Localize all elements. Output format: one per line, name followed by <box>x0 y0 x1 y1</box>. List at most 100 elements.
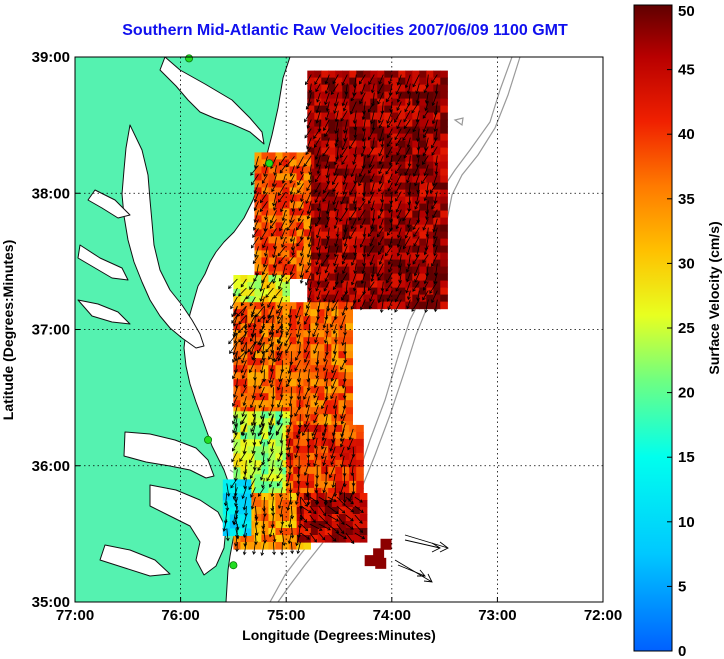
velocity-cell <box>268 302 276 310</box>
velocity-cell <box>328 438 336 447</box>
velocity-cell <box>433 77 441 86</box>
velocity-cell <box>275 264 284 272</box>
velocity-vector <box>241 424 247 437</box>
velocity-cell <box>247 351 255 359</box>
velocity-vector <box>263 219 268 232</box>
velocity-cell <box>384 112 392 121</box>
velocity-vector <box>238 287 247 297</box>
velocity-vector <box>334 110 339 123</box>
station-marker <box>204 435 213 444</box>
velocity-cell <box>233 296 241 304</box>
velocity-cell <box>236 493 245 501</box>
velocity-cell <box>247 309 255 317</box>
velocity-vector <box>286 378 292 388</box>
velocity-vector <box>423 191 429 202</box>
velocity-cell <box>405 182 413 191</box>
velocity-cell <box>370 84 378 93</box>
velocity-vector <box>232 342 238 356</box>
velocity-cell <box>363 126 371 135</box>
velocity-vector <box>254 246 259 258</box>
velocity-cell <box>342 161 350 170</box>
velocity-cell <box>328 70 336 79</box>
velocity-cell <box>398 273 406 282</box>
velocity-cell <box>324 344 332 352</box>
velocity-vector <box>259 278 265 292</box>
velocity-vector <box>299 246 304 257</box>
velocity-cell <box>321 119 329 128</box>
velocity-cell <box>240 289 248 297</box>
velocity-cell <box>338 400 346 408</box>
velocity-cell <box>398 196 406 205</box>
velocity-cell <box>254 330 262 338</box>
velocity-vector <box>336 505 346 514</box>
velocity-vector <box>343 236 348 247</box>
velocity-cell <box>412 287 420 296</box>
velocity-cell <box>356 175 364 184</box>
velocity-cell <box>398 77 406 86</box>
velocity-vector <box>333 218 339 230</box>
velocity-cell <box>314 287 322 296</box>
velocity-cell <box>398 224 406 233</box>
velocity-vector <box>313 128 321 140</box>
velocity-vector <box>370 83 375 94</box>
velocity-cell <box>405 175 413 184</box>
velocity-vector <box>333 200 339 212</box>
velocity-vector <box>378 218 384 230</box>
velocity-vector <box>254 514 259 526</box>
velocity-cell <box>321 252 329 261</box>
velocity-cell <box>236 507 245 515</box>
velocity-cell <box>384 126 392 135</box>
velocity-cell <box>254 289 262 297</box>
velocity-cell <box>426 203 434 212</box>
velocity-vector <box>277 246 286 257</box>
velocity-cell <box>303 358 311 366</box>
velocity-cell <box>356 196 364 205</box>
velocity-vector <box>250 324 256 338</box>
velocity-cell <box>275 344 283 352</box>
velocity-cell <box>310 407 318 415</box>
velocity-vector <box>358 209 366 221</box>
velocity-cell <box>275 500 283 508</box>
velocity-cell <box>345 386 353 394</box>
velocity-cell <box>314 210 322 219</box>
velocity-cell <box>289 514 297 522</box>
velocity-cell <box>412 98 420 107</box>
velocity-cell <box>433 294 441 303</box>
velocity-cell <box>335 259 343 268</box>
velocity-cell <box>356 280 364 289</box>
velocity-vector <box>335 227 340 238</box>
velocity-cell <box>398 245 406 254</box>
velocity-cell <box>303 152 312 160</box>
velocity-vector <box>406 245 411 256</box>
x-axis-label: Longitude (Degrees:Minutes) <box>242 627 436 643</box>
velocity-vector <box>341 245 348 259</box>
velocity-cell <box>268 289 276 297</box>
velocity-vector <box>380 137 385 148</box>
velocity-vector <box>321 437 327 450</box>
velocity-cell <box>377 203 385 212</box>
velocity-vector <box>238 332 247 343</box>
velocity-cell <box>317 528 326 536</box>
velocity-cell <box>370 105 378 114</box>
velocity-vector <box>331 360 337 374</box>
velocity-vector <box>322 455 327 466</box>
velocity-cell <box>433 259 441 268</box>
velocity-vector <box>279 219 286 232</box>
velocity-cell <box>321 238 329 247</box>
velocity-vector <box>330 455 336 466</box>
velocity-cell <box>275 166 284 174</box>
velocity-cell <box>405 91 413 100</box>
velocity-cell <box>303 180 312 188</box>
velocity-cell <box>342 175 350 184</box>
velocity-cell <box>261 257 270 265</box>
velocity-cell <box>254 542 262 550</box>
colorbar-tick-label: 15 <box>678 449 695 466</box>
velocity-cell <box>384 245 392 254</box>
velocity-vector <box>348 428 354 441</box>
velocity-cell <box>321 154 329 163</box>
velocity-cell <box>229 486 238 494</box>
velocity-cell <box>240 330 248 338</box>
velocity-cell <box>321 189 329 198</box>
velocity-cell <box>384 147 392 156</box>
velocity-cell <box>349 70 357 79</box>
